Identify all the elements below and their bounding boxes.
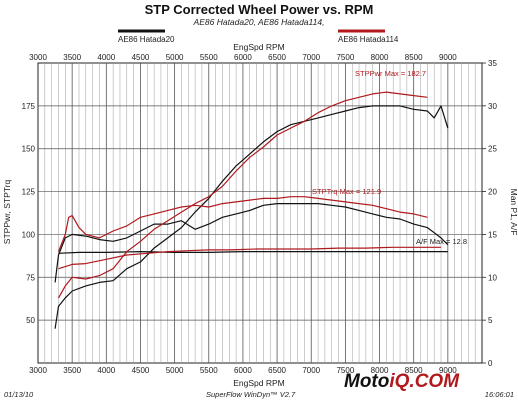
x-tick-label-bottom: 6000 [234, 366, 252, 375]
plot-area [37, 62, 483, 364]
y-left-tick-label: 125 [22, 188, 36, 197]
y-left-tick-label: 100 [22, 230, 36, 239]
x-tick-label-bottom: 4500 [132, 366, 150, 375]
x-tick-label-top: 8500 [405, 53, 423, 62]
y-right-tick-label: 5 [488, 316, 493, 325]
chart-subtitle: AE86 Hatada20, AE86 Hatada114, [193, 17, 325, 27]
x-tick-label-top: 6500 [268, 53, 286, 62]
x-tick-label-bottom: 7500 [336, 366, 354, 375]
series-ae86-hatada20-stppwr [54, 105, 449, 329]
x-tick-label-top: 8000 [371, 53, 389, 62]
grid [38, 63, 482, 363]
legend-label-hatada20: AE86 Hatada20 [118, 35, 175, 44]
x-tick-label-bottom: 5500 [200, 366, 218, 375]
footer-date: 01/13/10 [4, 390, 34, 399]
x-tick-label-bottom: 4000 [97, 366, 115, 375]
x-tick-label-bottom: 6500 [268, 366, 286, 375]
y-left-tick-label: 175 [22, 102, 36, 111]
annotation-trq-max: STPTrq Max = 121.9 [312, 187, 381, 196]
y-right-tick-label: 0 [488, 359, 493, 368]
x-tick-label-bottom: 8000 [371, 366, 389, 375]
logo-left: Moto [344, 371, 389, 392]
x-tick-label-bottom: 3500 [63, 366, 81, 375]
series-ae86-hatada20-af [58, 251, 448, 254]
y-right-tick-label: 15 [488, 230, 497, 239]
y-right-tick-label: 25 [488, 145, 497, 154]
y-right-tick-label: 30 [488, 102, 497, 111]
x-tick-label-bottom: 9000 [439, 366, 457, 375]
legend-label-hatada114: AE86 Hatada114 [338, 35, 399, 44]
x-tick-label-top: 5500 [200, 53, 218, 62]
y-left-tick-label: 50 [26, 316, 35, 325]
x-tick-label-top: 3500 [63, 53, 81, 62]
x-tick-label-top: 5000 [166, 53, 184, 62]
x-tick-label-top: 9000 [439, 53, 457, 62]
x-tick-label-bottom: 7000 [302, 366, 320, 375]
axis-ticks: 3000 3000 3500 3500 4000 4000 4500 4500 5000 5000… [22, 53, 498, 375]
x-axis-label-top: EngSpd RPM [233, 42, 285, 52]
series-ae86-hatada114-af [58, 246, 441, 270]
series-ae86-hatada20-stptrq [54, 203, 449, 283]
y-axis-label-right: Man P1, A/F [509, 189, 518, 236]
x-tick-label-bottom: 5000 [166, 366, 184, 375]
chart-title: STP Corrected Wheel Power vs. RPM [145, 2, 374, 17]
x-tick-label-bottom: 8500 [405, 366, 423, 375]
x-tick-label-top: 7000 [302, 53, 320, 62]
y-axis-label-left: STPPwr, STPTrq [2, 180, 12, 245]
footer-time: 16:06:01 [485, 390, 514, 399]
footer-software: SuperFlow WinDyn™ V2.7 [206, 390, 296, 399]
series-ae86-hatada114-stppwr [57, 91, 428, 299]
x-tick-label-top: 4000 [97, 53, 115, 62]
x-tick-label-bottom: 3000 [29, 366, 47, 375]
series-lines [54, 91, 449, 329]
series-ae86-hatada114-stptrq [57, 196, 428, 252]
x-tick-label-top: 6000 [234, 53, 252, 62]
y-left-tick-label: 150 [22, 145, 36, 154]
y-right-tick-label: 20 [488, 188, 497, 197]
y-right-tick-label: 10 [488, 273, 497, 282]
x-tick-label-top: 7500 [336, 53, 354, 62]
x-axis-label-bottom: EngSpd RPM [233, 378, 285, 388]
y-right-tick-label: 35 [488, 59, 497, 68]
annotation-pwr-max: STPPwr Max = 182.7 [355, 69, 426, 78]
motoiq-logo: MotoiQ.COM [344, 371, 460, 392]
logo-right: iQ.COM [389, 371, 460, 392]
x-tick-label-top: 3000 [29, 53, 47, 62]
y-left-tick-label: 75 [26, 273, 35, 282]
x-tick-label-top: 4500 [132, 53, 150, 62]
annotation-af-max: A/F Max = 12.8 [416, 237, 467, 246]
